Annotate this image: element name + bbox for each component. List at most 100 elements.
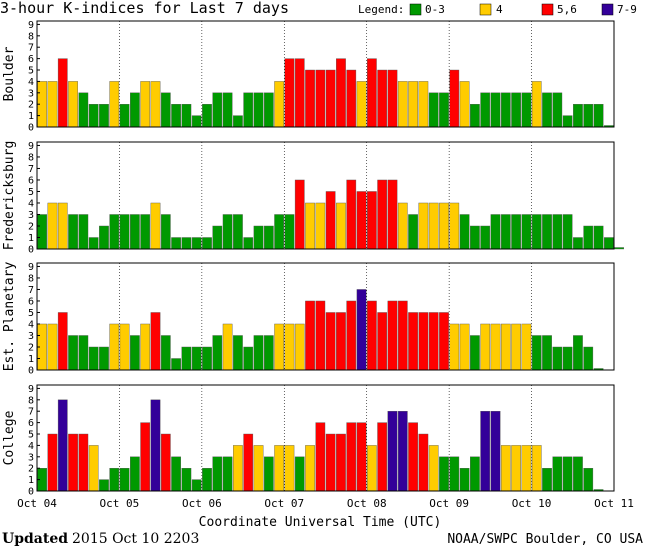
- bar: [552, 214, 563, 250]
- y-tick-label: 7: [28, 407, 34, 418]
- bar: [439, 202, 449, 250]
- bar: [99, 225, 109, 250]
- bar: [449, 456, 460, 492]
- bar: [263, 92, 274, 128]
- bar: [274, 445, 284, 492]
- bar: [408, 81, 418, 128]
- bar: [325, 312, 336, 371]
- y-tick-label: 7: [28, 43, 34, 54]
- bar: [356, 191, 367, 250]
- y-tick-label: 0: [28, 123, 34, 134]
- bar: [511, 214, 521, 250]
- bar: [68, 335, 78, 371]
- bar: [68, 214, 78, 250]
- bar: [140, 422, 151, 492]
- bar: [367, 300, 377, 371]
- bar: [500, 445, 511, 492]
- bar: [171, 456, 181, 492]
- panel-frame: [36, 384, 615, 492]
- bar: [57, 312, 68, 371]
- bar: [397, 81, 408, 128]
- panel-frame: [36, 141, 615, 250]
- bar: [408, 312, 418, 371]
- bar: [552, 346, 563, 371]
- bar: [531, 81, 542, 128]
- bar: [521, 323, 532, 371]
- bar: [47, 81, 58, 128]
- y-tick-label: 7: [28, 164, 34, 175]
- y-tick-label: 8: [28, 152, 34, 163]
- bar: [305, 69, 315, 128]
- bar: [573, 237, 583, 250]
- bar: [181, 468, 192, 492]
- bar: [377, 69, 388, 128]
- bar: [140, 214, 151, 250]
- bar: [119, 214, 130, 250]
- x-tick-label: Oct 09: [429, 497, 469, 510]
- bar: [428, 202, 439, 250]
- bar: [490, 323, 501, 371]
- bar: [88, 237, 99, 250]
- bar: [325, 69, 336, 128]
- bar: [119, 104, 130, 128]
- bar: [191, 237, 202, 250]
- bar: [222, 214, 233, 250]
- y-tick-label: 7: [28, 285, 34, 296]
- bar: [88, 445, 99, 492]
- y-tick-label: 6: [28, 296, 34, 307]
- y-tick-label: 0: [28, 487, 34, 498]
- y-tick-label: 4: [28, 441, 34, 452]
- bar: [459, 81, 470, 128]
- bar: [346, 179, 357, 250]
- x-tick-label: Oct 07: [264, 497, 304, 510]
- bar: [470, 456, 480, 492]
- bar: [315, 422, 326, 492]
- y-tick-label: 5: [28, 66, 34, 77]
- station-panels: 0123456789Boulder0123456789Fredericksbur…: [2, 20, 625, 498]
- bar: [418, 202, 429, 250]
- bar: [109, 468, 120, 492]
- bar: [202, 104, 212, 128]
- bar: [531, 335, 542, 371]
- bar: [418, 433, 429, 492]
- bar: [263, 456, 274, 492]
- bar: [233, 445, 243, 492]
- bar: [500, 214, 511, 250]
- y-tick-label: 5: [28, 308, 34, 319]
- y-tick-label: 1: [28, 233, 34, 244]
- bar: [387, 411, 398, 492]
- bar: [439, 92, 449, 128]
- bar: [336, 312, 346, 371]
- bar: [253, 225, 264, 250]
- y-tick-label: 6: [28, 54, 34, 65]
- bar: [191, 115, 202, 128]
- bar: [346, 422, 357, 492]
- bar: [284, 445, 295, 492]
- bar: [325, 191, 336, 250]
- x-tick-label: Oct 08: [347, 497, 387, 510]
- bar: [78, 433, 89, 492]
- y-tick-label: 2: [28, 100, 34, 111]
- bar: [583, 104, 594, 128]
- bar: [150, 399, 161, 492]
- bar: [490, 411, 501, 492]
- station-label: Boulder: [2, 46, 17, 101]
- y-tick-label: 9: [28, 384, 34, 395]
- y-tick-label: 6: [28, 418, 34, 429]
- legend-entry-0-3: 0-3: [425, 3, 445, 16]
- bar: [202, 346, 212, 371]
- bar: [160, 92, 171, 128]
- y-tick-label: 6: [28, 175, 34, 186]
- bar: [387, 300, 398, 371]
- y-tick-label: 9: [28, 141, 34, 152]
- bar: [130, 214, 140, 250]
- footer-updated-value: 2015 Oct 10 2203: [72, 531, 199, 547]
- bar: [573, 104, 583, 128]
- bar: [521, 445, 532, 492]
- y-tick-label: 4: [28, 77, 34, 88]
- bar: [397, 202, 408, 250]
- panel-frame: [36, 20, 615, 128]
- x-tick-label: Oct 11: [594, 497, 634, 510]
- bar: [222, 323, 233, 371]
